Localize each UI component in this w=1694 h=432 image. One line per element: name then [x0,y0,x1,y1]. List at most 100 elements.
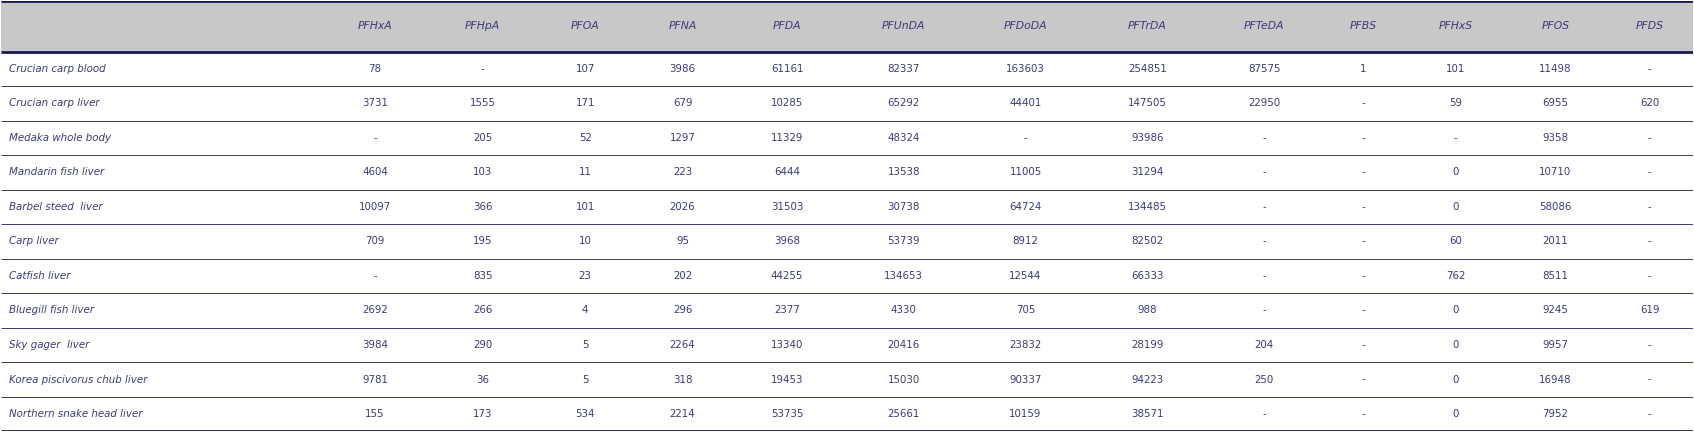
Text: 3984: 3984 [363,340,388,350]
Text: 6955: 6955 [1542,98,1569,108]
Text: 12544: 12544 [1010,271,1042,281]
Text: 619: 619 [1640,305,1660,315]
Text: PFDS: PFDS [1636,21,1664,31]
Text: 44255: 44255 [771,271,803,281]
Text: 16948: 16948 [1540,375,1572,384]
Text: -: - [1648,202,1652,212]
Text: -: - [481,64,484,74]
Text: -: - [1648,133,1652,143]
Text: -: - [373,133,378,143]
Text: 25661: 25661 [888,409,920,419]
Text: 705: 705 [1016,305,1035,315]
Text: 53739: 53739 [888,236,920,246]
Text: 31503: 31503 [771,202,803,212]
Text: 4604: 4604 [363,167,388,178]
Text: PFTeDA: PFTeDA [1243,21,1284,31]
Text: 95: 95 [676,236,689,246]
Text: 0: 0 [1453,340,1459,350]
Text: -: - [1262,202,1265,212]
Text: 134653: 134653 [884,271,923,281]
Text: PFUnDA: PFUnDA [883,21,925,31]
Text: -: - [1362,305,1365,315]
Text: 15030: 15030 [888,375,920,384]
Text: -: - [1362,202,1365,212]
Text: 10710: 10710 [1540,167,1572,178]
Text: -: - [1262,271,1265,281]
Text: 87575: 87575 [1248,64,1281,74]
Text: 93986: 93986 [1132,133,1164,143]
Text: -: - [1648,271,1652,281]
Text: 1297: 1297 [669,133,696,143]
Text: 23832: 23832 [1010,340,1042,350]
Text: 2026: 2026 [669,202,696,212]
Text: 205: 205 [473,133,493,143]
Text: 94223: 94223 [1132,375,1164,384]
Text: PFDA: PFDA [772,21,801,31]
Text: 22950: 22950 [1248,98,1281,108]
Text: 3968: 3968 [774,236,800,246]
Text: Medaka whole body: Medaka whole body [8,133,112,143]
Text: 11329: 11329 [771,133,803,143]
Text: -: - [1453,133,1459,143]
Text: 11498: 11498 [1540,64,1572,74]
Text: 66333: 66333 [1132,271,1164,281]
Text: -: - [1362,133,1365,143]
Text: -: - [1362,236,1365,246]
Text: -: - [1262,409,1265,419]
Text: 10159: 10159 [1010,409,1042,419]
Text: 103: 103 [473,167,493,178]
Text: 0: 0 [1453,409,1459,419]
Text: 9781: 9781 [363,375,388,384]
Text: 4330: 4330 [891,305,916,315]
Text: Mandarin fish liver: Mandarin fish liver [8,167,105,178]
Text: 2377: 2377 [774,305,800,315]
Text: 202: 202 [673,271,693,281]
Text: -: - [1648,167,1652,178]
Text: 3986: 3986 [669,64,696,74]
Text: -: - [1362,375,1365,384]
Text: 38571: 38571 [1132,409,1164,419]
Text: 30738: 30738 [888,202,920,212]
Text: 10: 10 [579,236,591,246]
Text: 101: 101 [1447,64,1465,74]
Text: 173: 173 [473,409,493,419]
Text: 155: 155 [366,409,385,419]
Text: 23: 23 [579,271,591,281]
Text: -: - [1648,375,1652,384]
Text: 254851: 254851 [1128,64,1167,74]
Text: -: - [1362,167,1365,178]
Text: 171: 171 [576,98,595,108]
Text: 2011: 2011 [1543,236,1569,246]
Text: -: - [1262,305,1265,315]
Text: 5: 5 [583,340,588,350]
Text: 163603: 163603 [1006,64,1045,74]
Text: 20416: 20416 [888,340,920,350]
Text: 65292: 65292 [888,98,920,108]
Text: 0: 0 [1453,375,1459,384]
Text: -: - [1362,98,1365,108]
Text: 1555: 1555 [469,98,496,108]
Text: PFHpA: PFHpA [466,21,500,31]
Text: Crucian carp liver: Crucian carp liver [8,98,100,108]
Text: 835: 835 [473,271,493,281]
Text: 8912: 8912 [1013,236,1038,246]
Text: PFTrDA: PFTrDA [1128,21,1167,31]
Text: 762: 762 [1447,271,1465,281]
Text: 0: 0 [1453,202,1459,212]
Text: 147505: 147505 [1128,98,1167,108]
Text: 134485: 134485 [1128,202,1167,212]
Text: 28199: 28199 [1132,340,1164,350]
Text: PFBS: PFBS [1350,21,1377,31]
Text: 10097: 10097 [359,202,391,212]
Text: 10285: 10285 [771,98,803,108]
Text: 11005: 11005 [1010,167,1042,178]
Text: 2264: 2264 [669,340,696,350]
Text: -: - [1648,64,1652,74]
Text: 223: 223 [673,167,693,178]
Text: 53735: 53735 [771,409,803,419]
Text: 9957: 9957 [1542,340,1569,350]
Text: Sky gager  liver: Sky gager liver [8,340,90,350]
Text: 4: 4 [583,305,588,315]
Text: 61161: 61161 [771,64,803,74]
Text: 52: 52 [579,133,591,143]
